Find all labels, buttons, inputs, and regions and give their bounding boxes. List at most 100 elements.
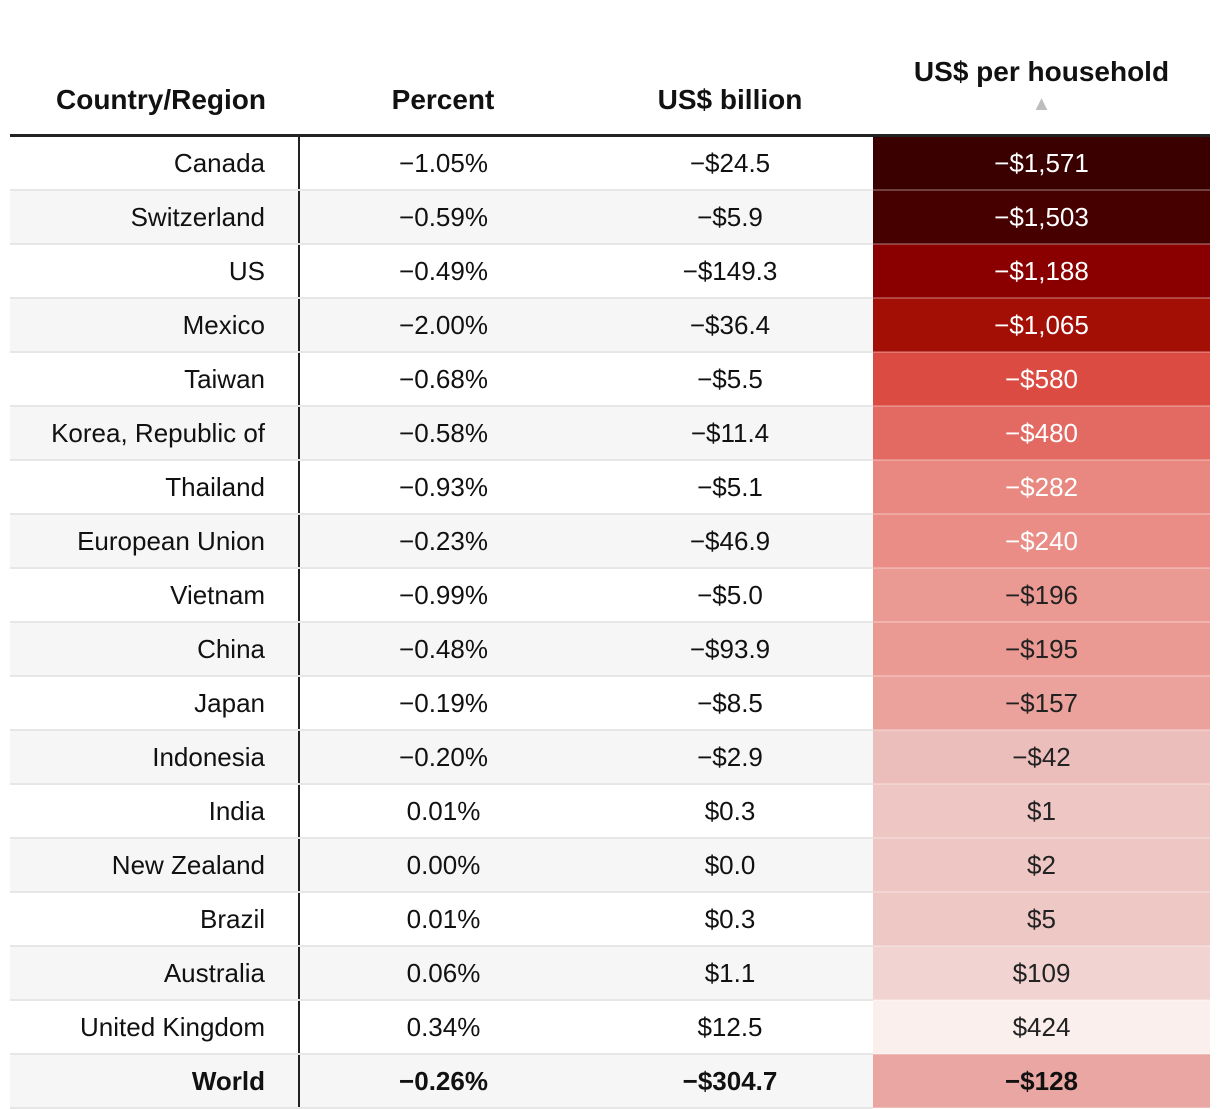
- country-cell: Switzerland: [10, 190, 300, 245]
- table-row: United Kingdom 0.34% $12.5 $424: [10, 1000, 1210, 1055]
- billion-cell: −$149.3: [587, 244, 873, 299]
- billion-cell: $0.3: [587, 892, 873, 947]
- household-cell: $5: [873, 892, 1210, 947]
- country-cell: India: [10, 784, 300, 839]
- country-cell: Indonesia: [10, 730, 300, 785]
- billion-cell: −$5.5: [587, 352, 873, 407]
- country-cell: US: [10, 244, 300, 299]
- table-row: Mexico −2.00% −$36.4 −$1,065: [10, 298, 1210, 353]
- country-cell: Thailand: [10, 460, 300, 515]
- country-cell: United Kingdom: [10, 1000, 300, 1055]
- table-row: Brazil 0.01% $0.3 $5: [10, 892, 1210, 947]
- percent-cell: 0.34%: [299, 1000, 587, 1055]
- column-header-country[interactable]: Country/Region: [10, 0, 299, 137]
- country-cell: New Zealand: [10, 838, 300, 893]
- billion-cell: −$8.5: [587, 676, 873, 731]
- percent-cell: −0.49%: [299, 244, 587, 299]
- household-cell: −$1,065: [873, 298, 1210, 353]
- column-header-household-label: US$ per household: [913, 56, 1170, 87]
- country-cell: Japan: [10, 676, 300, 731]
- household-cell: $424: [873, 1000, 1210, 1055]
- country-cell: China: [10, 622, 300, 677]
- country-cell: Mexico: [10, 298, 300, 353]
- table-row: Korea, Republic of −0.58% −$11.4 −$480: [10, 406, 1210, 461]
- table-row: Indonesia −0.20% −$2.9 −$42: [10, 730, 1210, 785]
- column-header-percent[interactable]: Percent: [299, 0, 587, 137]
- billion-cell: −$46.9: [587, 514, 873, 569]
- table-row: India 0.01% $0.3 $1: [10, 784, 1210, 839]
- billion-cell: −$24.5: [587, 135, 873, 191]
- household-cell: −$1,188: [873, 244, 1210, 299]
- sort-ascending-icon[interactable]: ▲: [1031, 93, 1052, 115]
- percent-cell: 0.06%: [299, 946, 587, 1001]
- household-impact-table: Country/Region Percent US$ billion US$ p…: [10, 0, 1210, 1109]
- country-cell: Australia: [10, 946, 300, 1001]
- billion-cell: −$5.9: [587, 190, 873, 245]
- percent-cell: −2.00%: [299, 298, 587, 353]
- column-header-billion[interactable]: US$ billion: [587, 0, 873, 137]
- percent-cell: 0.01%: [299, 892, 587, 947]
- household-cell: −$282: [873, 460, 1210, 515]
- header-row: Country/Region Percent US$ billion US$ p…: [10, 0, 1210, 137]
- household-cell: −$196: [873, 568, 1210, 623]
- billion-cell: −$11.4: [587, 406, 873, 461]
- table-row-total: World −0.26% −$304.7 −$128: [10, 1054, 1210, 1109]
- table-row: European Union −0.23% −$46.9 −$240: [10, 514, 1210, 569]
- percent-cell: −0.20%: [299, 730, 587, 785]
- billion-cell: $0.3: [587, 784, 873, 839]
- table-row: US −0.49% −$149.3 −$1,188: [10, 244, 1210, 299]
- percent-cell: −0.99%: [299, 568, 587, 623]
- household-cell: −$1,571: [873, 135, 1210, 191]
- table-row: New Zealand 0.00% $0.0 $2: [10, 838, 1210, 893]
- billion-cell: −$304.7: [587, 1054, 873, 1109]
- percent-cell: −0.19%: [299, 676, 587, 731]
- country-cell: European Union: [10, 514, 300, 569]
- column-header-household[interactable]: US$ per household ▲: [873, 0, 1210, 137]
- household-cell: $2: [873, 838, 1210, 893]
- table-row: Canada −1.05% −$24.5 −$1,571: [10, 135, 1210, 191]
- household-cell: −$580: [873, 352, 1210, 407]
- country-cell: World: [10, 1054, 300, 1109]
- percent-cell: 0.00%: [299, 838, 587, 893]
- household-cell: −$480: [873, 406, 1210, 461]
- percent-cell: −0.68%: [299, 352, 587, 407]
- country-cell: Brazil: [10, 892, 300, 947]
- household-cell: −$1,503: [873, 190, 1210, 245]
- percent-cell: −0.59%: [299, 190, 587, 245]
- household-cell: −$240: [873, 514, 1210, 569]
- table-row: Switzerland −0.59% −$5.9 −$1,503: [10, 190, 1210, 245]
- country-cell: Taiwan: [10, 352, 300, 407]
- table-row: Thailand −0.93% −$5.1 −$282: [10, 460, 1210, 515]
- table-row: China −0.48% −$93.9 −$195: [10, 622, 1210, 677]
- table-row: Australia 0.06% $1.1 $109: [10, 946, 1210, 1001]
- household-cell: −$42: [873, 730, 1210, 785]
- country-cell: Vietnam: [10, 568, 300, 623]
- percent-cell: −0.58%: [299, 406, 587, 461]
- data-table: Country/Region Percent US$ billion US$ p…: [10, 0, 1210, 1109]
- percent-cell: −0.93%: [299, 460, 587, 515]
- household-cell: −$128: [873, 1054, 1210, 1109]
- percent-cell: −0.48%: [299, 622, 587, 677]
- table-row: Taiwan −0.68% −$5.5 −$580: [10, 352, 1210, 407]
- household-cell: −$157: [873, 676, 1210, 731]
- billion-cell: −$93.9: [587, 622, 873, 677]
- country-cell: Canada: [10, 135, 300, 191]
- billion-cell: −$36.4: [587, 298, 873, 353]
- table-body: Canada −1.05% −$24.5 −$1,571 Switzerland −0.5…: [10, 135, 1210, 1109]
- table-header: Country/Region Percent US$ billion US$ p…: [10, 0, 1210, 137]
- percent-cell: −1.05%: [299, 135, 587, 191]
- table-row: Japan −0.19% −$8.5 −$157: [10, 676, 1210, 731]
- country-cell: Korea, Republic of: [10, 406, 300, 461]
- percent-cell: −0.23%: [299, 514, 587, 569]
- billion-cell: $12.5: [587, 1000, 873, 1055]
- percent-cell: −0.26%: [299, 1054, 587, 1109]
- percent-cell: 0.01%: [299, 784, 587, 839]
- household-cell: −$195: [873, 622, 1210, 677]
- billion-cell: −$2.9: [587, 730, 873, 785]
- billion-cell: −$5.1: [587, 460, 873, 515]
- billion-cell: $1.1: [587, 946, 873, 1001]
- table-row: Vietnam −0.99% −$5.0 −$196: [10, 568, 1210, 623]
- billion-cell: −$5.0: [587, 568, 873, 623]
- household-cell: $1: [873, 784, 1210, 839]
- billion-cell: $0.0: [587, 838, 873, 893]
